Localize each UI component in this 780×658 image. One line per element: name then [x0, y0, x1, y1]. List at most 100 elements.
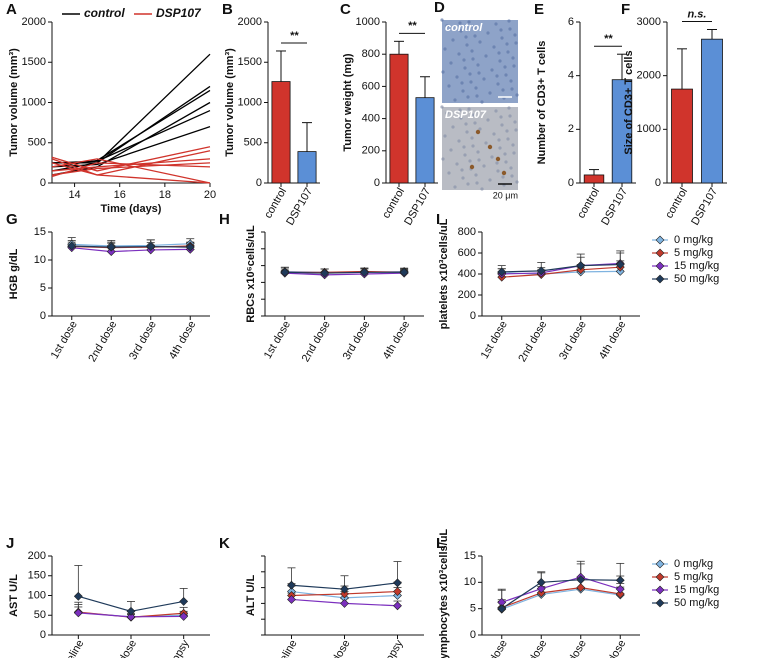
cell: [503, 152, 507, 156]
series-line: [501, 586, 621, 609]
y-tick-label: 0: [470, 310, 476, 322]
legend-label: 50 mg/kg: [674, 597, 719, 609]
y-axis-label: RBCs x10⁶cells/uL: [245, 225, 257, 323]
significance-label: n.s.: [688, 8, 707, 20]
legend-marker: [655, 235, 665, 245]
cell: [441, 157, 445, 161]
cell: [476, 63, 480, 67]
stained-cell: [501, 170, 507, 176]
y-tick-label: 3000: [637, 16, 661, 28]
cell: [469, 80, 473, 84]
x-tick-label: 1st dose: [49, 319, 80, 361]
cell: [467, 107, 471, 111]
series-line: [71, 247, 191, 253]
marker: [359, 267, 369, 277]
cell: [484, 54, 488, 58]
marker: [73, 591, 83, 601]
cell: [463, 66, 467, 70]
cell: [467, 20, 471, 24]
panel-label: D: [434, 0, 445, 16]
y-tick-label: 600: [362, 80, 380, 92]
x-tick-label: 2nd dose: [516, 319, 549, 364]
cell: [468, 72, 472, 76]
cell: [460, 81, 464, 85]
marker: [399, 267, 409, 277]
y-tick-label: 1000: [238, 96, 262, 108]
cell: [508, 27, 512, 31]
legend-marker: [655, 559, 665, 569]
x-tick-label: necropsy: [159, 638, 192, 658]
marker: [73, 608, 83, 618]
x-tick-label: 2nd dose: [300, 319, 333, 364]
series-line: [284, 272, 405, 276]
legend-marker: [655, 572, 665, 582]
cell: [499, 115, 503, 119]
cell: [492, 132, 496, 136]
cell: [478, 40, 482, 44]
error-bar: [617, 53, 627, 80]
legend-marker: [655, 585, 665, 595]
cell: [440, 105, 444, 109]
cell: [453, 185, 457, 189]
series-line: [501, 263, 621, 273]
cell: [477, 158, 481, 162]
marker: [280, 267, 290, 277]
tumor-line: [51, 146, 211, 172]
x-tick-label: 2nd dose: [86, 319, 119, 364]
marker: [340, 584, 349, 594]
cell: [466, 95, 470, 99]
bar: [671, 88, 693, 184]
error-bar: [707, 29, 717, 40]
y-tick-label: 0: [256, 177, 262, 189]
panel-label: G: [6, 211, 18, 228]
y-tick-label: 200: [362, 145, 380, 157]
scale-label: 20 μm: [493, 190, 518, 200]
cell: [509, 79, 513, 83]
tumor-line: [51, 162, 211, 178]
cell: [514, 41, 518, 45]
marker: [185, 242, 195, 252]
marker: [615, 260, 625, 269]
cell: [510, 174, 514, 178]
cell: [495, 74, 499, 78]
y-tick-label: 500: [28, 137, 46, 149]
y-tick-label: 0: [40, 629, 46, 641]
cell: [471, 144, 475, 148]
cell: [474, 86, 478, 90]
x-tick-label: 3rd dose: [557, 638, 589, 658]
error-bar: [677, 48, 687, 90]
cell: [494, 22, 498, 26]
cell: [440, 18, 444, 22]
x-tick-label: 16: [114, 189, 126, 201]
cell: [495, 161, 499, 165]
panel-label: I: [436, 211, 440, 228]
cell: [515, 180, 519, 184]
x-tick-label: DSP107: [599, 186, 630, 227]
legend-marker: [655, 598, 665, 608]
y-axis-label: HGB g/dL: [8, 248, 20, 299]
x-tick-label: necropsy: [373, 638, 406, 658]
cell: [482, 164, 486, 168]
cell: [500, 36, 504, 40]
bar: [415, 97, 435, 184]
series-line: [501, 579, 621, 610]
y-tick-label: 800: [458, 226, 476, 238]
legend-label: control: [84, 6, 125, 20]
series-line: [71, 243, 191, 247]
cell: [484, 141, 488, 145]
legend-label: 15 mg/kg: [674, 584, 719, 596]
cell: [513, 120, 517, 124]
cell: [462, 145, 466, 149]
x-tick-label: 4th dose: [597, 638, 628, 658]
x-tick-label: DSP107: [689, 186, 720, 227]
panel-label: K: [219, 535, 230, 552]
cell: [507, 106, 511, 110]
cell: [501, 175, 505, 179]
y-axis-label: Tumor weight (mg): [342, 53, 354, 152]
cell: [459, 116, 463, 120]
error-bar: [74, 565, 83, 597]
cell: [480, 187, 484, 191]
marker: [536, 577, 546, 587]
cell: [506, 50, 510, 54]
